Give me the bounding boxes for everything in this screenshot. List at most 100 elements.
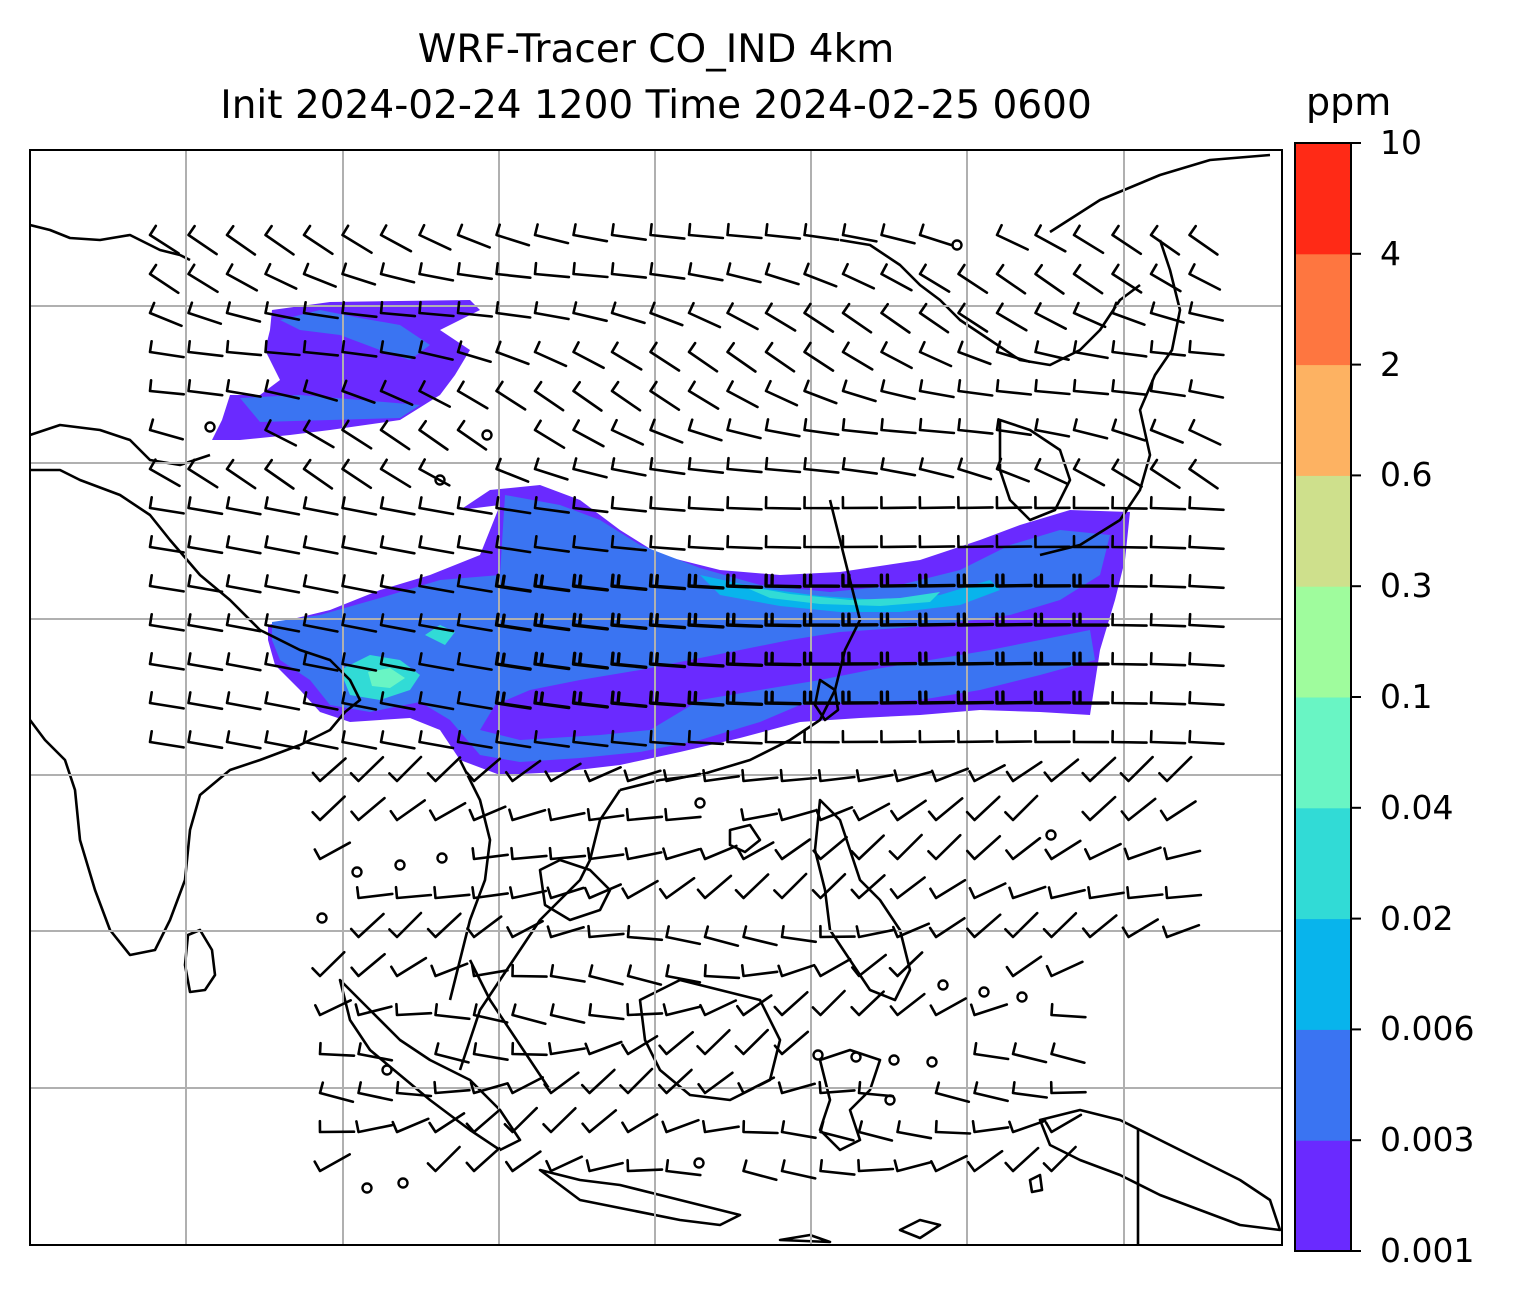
- colorbar-segment: [1295, 364, 1351, 476]
- wind-barb: [148, 418, 184, 441]
- wind-barb: [780, 1159, 817, 1180]
- wind-barb: [918, 612, 956, 627]
- wind-barb: [803, 534, 840, 549]
- calm-wind-marker: [361, 1182, 373, 1194]
- wind-barb: [918, 223, 954, 247]
- wind-barb: [742, 1119, 779, 1135]
- wind-barb: [687, 301, 722, 329]
- wind-barb: [687, 651, 725, 668]
- wind-barb: [649, 262, 686, 280]
- wind-barb: [1044, 1113, 1083, 1134]
- wind-barb: [934, 1119, 972, 1135]
- wind-barb: [780, 925, 817, 944]
- wind-barb: [302, 419, 335, 449]
- wind-barb: [495, 380, 527, 411]
- wind-barb: [773, 1030, 810, 1056]
- colorbar-tick-label: 10: [1380, 123, 1422, 162]
- wind-barb: [584, 1040, 623, 1056]
- wind-barb: [841, 223, 878, 243]
- wind-barb: [1072, 729, 1110, 744]
- colorbar-segment: [1295, 1029, 1351, 1141]
- wind-barb: [764, 418, 801, 438]
- wind-barb: [341, 730, 378, 750]
- wind-barb: [1164, 885, 1203, 900]
- wind-barb: [456, 535, 493, 554]
- wind-barb: [148, 613, 185, 632]
- colorbar: [1294, 142, 1361, 1252]
- wind-barb: [225, 574, 262, 594]
- wind-barb: [187, 496, 224, 516]
- wind-barb: [503, 1106, 538, 1134]
- wind-barb: [1149, 612, 1187, 628]
- wind-barb: [264, 574, 301, 594]
- wind-barb: [957, 263, 989, 294]
- coast-taiwan: [813, 678, 840, 722]
- wind-barb: [264, 262, 298, 290]
- wind-barb: [965, 795, 1001, 822]
- wind-barb: [736, 994, 773, 1017]
- wind-barb: [740, 808, 779, 822]
- wind-barb: [588, 1003, 625, 1021]
- wind-barb: [1072, 458, 1106, 487]
- wind-barb: [1004, 794, 1039, 822]
- wind-barb: [533, 573, 571, 593]
- wind-barb: [187, 574, 224, 594]
- wind-barb: [428, 1112, 466, 1134]
- wind-barb: [533, 612, 571, 632]
- wind-barb: [918, 457, 955, 479]
- wind-barb: [572, 301, 608, 323]
- wind-barb: [379, 496, 416, 516]
- wind-barb: [850, 834, 885, 861]
- wind-barb: [418, 262, 455, 282]
- wind-barb: [726, 534, 763, 550]
- wind-barb: [662, 847, 701, 861]
- wind-barb: [341, 691, 378, 711]
- wind-barb: [725, 573, 764, 589]
- wind-barb: [995, 340, 1031, 364]
- wind-barb: [470, 964, 509, 978]
- calm-wind-marker: [978, 986, 990, 998]
- wind-barb: [918, 340, 953, 368]
- wind-barb: [610, 612, 648, 630]
- wind-barb: [187, 379, 224, 397]
- wind-barb: [780, 1120, 817, 1140]
- wind-barb: [418, 496, 455, 516]
- wind-barb: [880, 417, 917, 435]
- colorbar-segment: [1295, 586, 1351, 698]
- wind-barb: [1188, 458, 1219, 490]
- wind-barb: [341, 652, 378, 672]
- colorbar-segment: [1295, 807, 1351, 920]
- wind-barb: [841, 612, 879, 627]
- wind-barb: [802, 651, 841, 666]
- wind-barb: [456, 496, 493, 515]
- wind-barb: [626, 964, 663, 986]
- wind-barb: [1072, 340, 1109, 360]
- wind-barb: [1111, 301, 1146, 326]
- wind-barb: [418, 300, 455, 318]
- wind-barb: [841, 573, 879, 588]
- wind-barb: [803, 341, 835, 372]
- wind-barb: [880, 263, 913, 292]
- wind-barb: [697, 1071, 734, 1095]
- wind-barb: [302, 379, 338, 402]
- wind-barb: [621, 1113, 659, 1134]
- wind-barb: [610, 223, 647, 241]
- wind-barb: [571, 651, 609, 670]
- coast-new-guinea: [1038, 1108, 1282, 1232]
- wind-barb: [649, 534, 686, 551]
- coast-sulawesi: [818, 1048, 882, 1152]
- colorbar-tick-label: 2: [1380, 344, 1401, 384]
- colorbar-tick-label: 0.1: [1380, 677, 1433, 716]
- wind-barb: [357, 1042, 394, 1062]
- wind-barb: [1033, 573, 1072, 588]
- colorbar-tick-label: 4: [1380, 233, 1401, 273]
- wind-barb: [803, 729, 840, 744]
- wind-barb: [418, 380, 451, 408]
- wind-barb: [880, 302, 911, 334]
- wind-barb: [934, 1081, 971, 1104]
- wind-barb: [572, 457, 608, 479]
- wind-barb: [610, 534, 648, 552]
- wind-barb: [1149, 340, 1187, 357]
- wind-barb: [764, 612, 802, 628]
- wind-barb: [1044, 839, 1082, 861]
